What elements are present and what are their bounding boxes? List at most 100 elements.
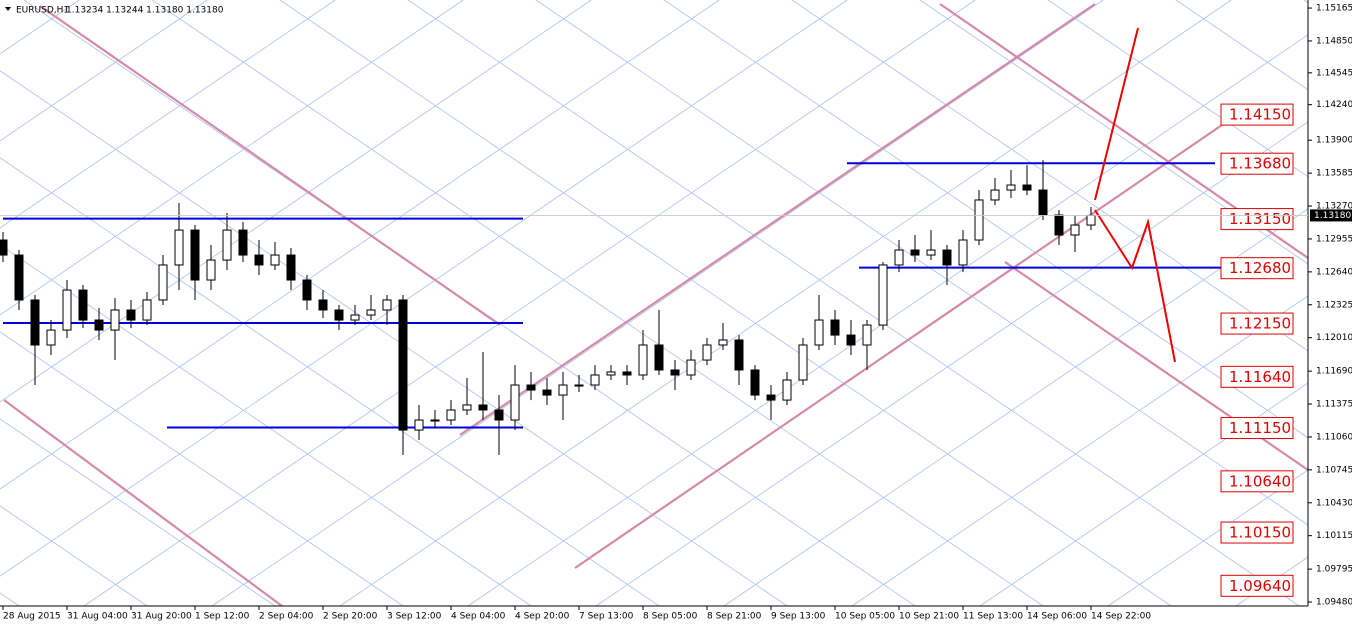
axes: 1.15165 1.14850 1.14545 1.14240 1.13900 1.135… bbox=[0, 4, 1352, 622]
candle-body bbox=[718, 339, 728, 346]
candle-body bbox=[158, 264, 168, 301]
level-label: 1.09640 bbox=[1229, 577, 1291, 595]
diagonal-grid-line bbox=[0, 0, 208, 142]
y-tick-label: 1.13585 bbox=[1316, 169, 1352, 179]
candle-body bbox=[446, 409, 456, 421]
current-price-box bbox=[1310, 209, 1352, 222]
candle-body bbox=[782, 379, 792, 401]
candle-body bbox=[142, 299, 152, 321]
candle-body bbox=[1022, 184, 1032, 191]
diagonal-grid-line bbox=[339, 0, 1232, 606]
channel-line bbox=[3, 399, 283, 606]
y-tick-label: 1.11690 bbox=[1316, 367, 1352, 377]
level-label: 1.12680 bbox=[1229, 259, 1291, 277]
candle-body bbox=[814, 319, 824, 346]
x-tick-label: 3 Sep 12:00 bbox=[387, 612, 442, 622]
candle-body bbox=[1054, 214, 1064, 236]
x-tick-label: 31 Aug 04:00 bbox=[67, 612, 128, 622]
diagonal-grid-line bbox=[595, 121, 1308, 606]
candle-body bbox=[318, 299, 328, 311]
level-label-box bbox=[1220, 521, 1294, 544]
candle-body bbox=[606, 371, 616, 376]
level-label-box bbox=[1220, 417, 1294, 440]
candle-body bbox=[62, 289, 72, 331]
x-tick-label: 2 Sep 20:00 bbox=[323, 612, 378, 622]
x-tick-label: 14 Sep 06:00 bbox=[1027, 612, 1087, 622]
x-tick-label: 1 Sep 12:00 bbox=[195, 612, 250, 622]
x-tick-label: 11 Sep 13:00 bbox=[963, 612, 1023, 622]
candle-body bbox=[926, 249, 936, 256]
chart-title: EURUSD,H1 bbox=[16, 6, 69, 16]
candle-body bbox=[414, 419, 424, 431]
ohlc-text: 1.13234 1.13244 1.13180 1.13180 bbox=[66, 6, 224, 16]
levels: 1.14150 1.13680 1.13150 1.12680 1.12150 1.116… bbox=[3, 103, 1294, 597]
y-tick-label: 1.12640 bbox=[1316, 267, 1352, 277]
candle-body bbox=[94, 319, 104, 331]
level-label-box bbox=[1220, 208, 1294, 231]
diagonal-grid-line bbox=[467, 34, 1308, 606]
forecast-arrows bbox=[1094, 27, 1176, 363]
diagonal-grid-line bbox=[407, 0, 1300, 606]
candle-body bbox=[686, 359, 696, 376]
y-tick-label: 1.14240 bbox=[1316, 100, 1352, 110]
diagonal-grid-line bbox=[83, 0, 976, 606]
diagonal-grid-line bbox=[0, 0, 336, 229]
candle-body bbox=[638, 344, 648, 376]
candle-body bbox=[542, 389, 552, 396]
x-tick-label: 10 Sep 21:00 bbox=[899, 612, 959, 622]
diagonal-grid-line bbox=[919, 0, 1308, 265]
diagonal-grid-line bbox=[1047, 0, 1308, 178]
candle-body bbox=[430, 419, 440, 422]
x-tick-label: 8 Sep 05:00 bbox=[643, 612, 698, 622]
y-tick-label: 1.11375 bbox=[1316, 400, 1352, 410]
diagonal-grid-line bbox=[0, 418, 276, 606]
x-tick-label: 8 Sep 21:00 bbox=[707, 612, 762, 622]
candle-body bbox=[190, 229, 200, 281]
candle-body bbox=[270, 254, 280, 266]
x-tick-label: 9 Sep 13:00 bbox=[771, 612, 826, 622]
diagonal-grid-line bbox=[211, 0, 1104, 606]
candle-body bbox=[286, 254, 296, 281]
candle-body bbox=[238, 229, 248, 256]
forecast-down bbox=[1094, 209, 1176, 363]
channel-line bbox=[39, 5, 501, 326]
diagonal-grid-line bbox=[663, 0, 1308, 439]
candle-body bbox=[14, 254, 24, 301]
candle-body bbox=[350, 314, 360, 321]
diagonal-grid-line bbox=[1107, 469, 1308, 606]
x-tick-label: 2 Sep 04:00 bbox=[259, 612, 314, 622]
candle-body bbox=[862, 324, 872, 346]
candle-body bbox=[334, 309, 344, 321]
diagonal-grid-line bbox=[791, 0, 1308, 352]
candle-body bbox=[174, 229, 184, 266]
diagonal-grid-line bbox=[0, 0, 464, 316]
y-tick-label: 1.09480 bbox=[1316, 598, 1352, 608]
channel-line bbox=[459, 3, 1096, 436]
y-tick-label: 1.15165 bbox=[1316, 4, 1352, 14]
candle-body bbox=[126, 309, 136, 321]
candle-body bbox=[974, 199, 984, 241]
level-label: 1.10640 bbox=[1229, 472, 1291, 490]
current-price-label: 1.13180 bbox=[1314, 211, 1351, 221]
x-tick-label: 31 Aug 20:00 bbox=[131, 612, 192, 622]
candle-body bbox=[46, 329, 56, 346]
y-tick-label: 1.10745 bbox=[1316, 465, 1352, 475]
candle-body bbox=[526, 384, 536, 391]
candle-body bbox=[702, 344, 712, 361]
candle-body bbox=[366, 309, 376, 316]
x-tick-label: 28 Aug 2015 bbox=[3, 612, 61, 622]
y-tick-label: 1.12325 bbox=[1316, 300, 1352, 310]
candle-body bbox=[254, 254, 264, 266]
level-label: 1.13150 bbox=[1229, 210, 1291, 228]
candle-body bbox=[510, 384, 520, 421]
diagonal-grid-line bbox=[0, 0, 720, 490]
y-tick-label: 1.09795 bbox=[1316, 565, 1352, 575]
candle-body bbox=[670, 369, 680, 376]
channel-line bbox=[574, 124, 1223, 569]
diagonal-grid-line bbox=[0, 331, 404, 606]
candle-body bbox=[654, 344, 664, 371]
candle-body bbox=[734, 339, 744, 371]
candle-body bbox=[398, 299, 408, 431]
candle-body bbox=[1038, 189, 1048, 216]
